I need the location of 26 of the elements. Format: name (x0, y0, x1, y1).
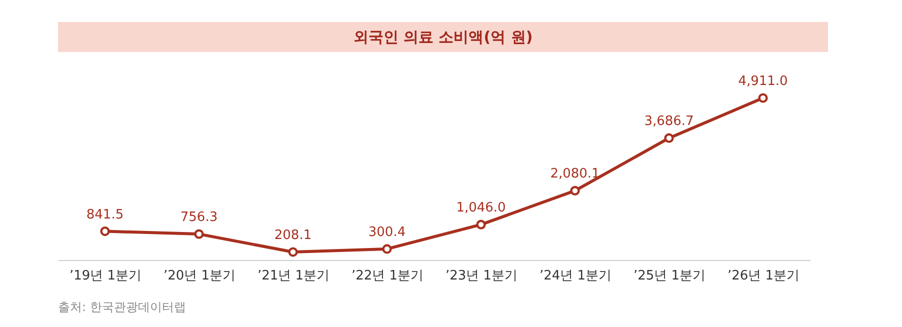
data-label: 1,046.0 (456, 200, 506, 216)
point (100, 226, 110, 236)
data-label: 841.5 (86, 207, 124, 222)
point (194, 229, 204, 239)
x-tick-label: ’22년 1분기 (351, 268, 424, 284)
point (476, 220, 486, 230)
x-tick-label: ’19년 1분기 (69, 268, 142, 284)
x-tick-label: ’23년 1분기 (445, 268, 518, 284)
x-tick-label: ’21년 1분기 (257, 268, 330, 284)
chart-title: 외국인 의료 소비액(억 원) (58, 22, 828, 52)
data-label: 4,911.0 (738, 74, 788, 89)
data-label: 208.1 (274, 228, 312, 243)
data-label: 756.3 (180, 210, 218, 226)
data-label: 2,080.1 (550, 166, 600, 182)
source-note: 출처: 한국관광데이터랩 (58, 299, 186, 316)
data-label: 300.4 (368, 224, 406, 240)
x-tick-label: ’26년 1분기 (727, 268, 800, 284)
point (570, 186, 580, 196)
x-tick-label: ’25년 1분기 (633, 268, 706, 284)
x-tick-label: ’24년 1분기 (539, 268, 612, 284)
point (288, 247, 298, 257)
point (664, 133, 674, 143)
point (758, 93, 768, 103)
data-label: 3,686.7 (644, 114, 694, 130)
x-tick-label: ’20년 1분기 (163, 268, 236, 284)
point (382, 244, 392, 254)
